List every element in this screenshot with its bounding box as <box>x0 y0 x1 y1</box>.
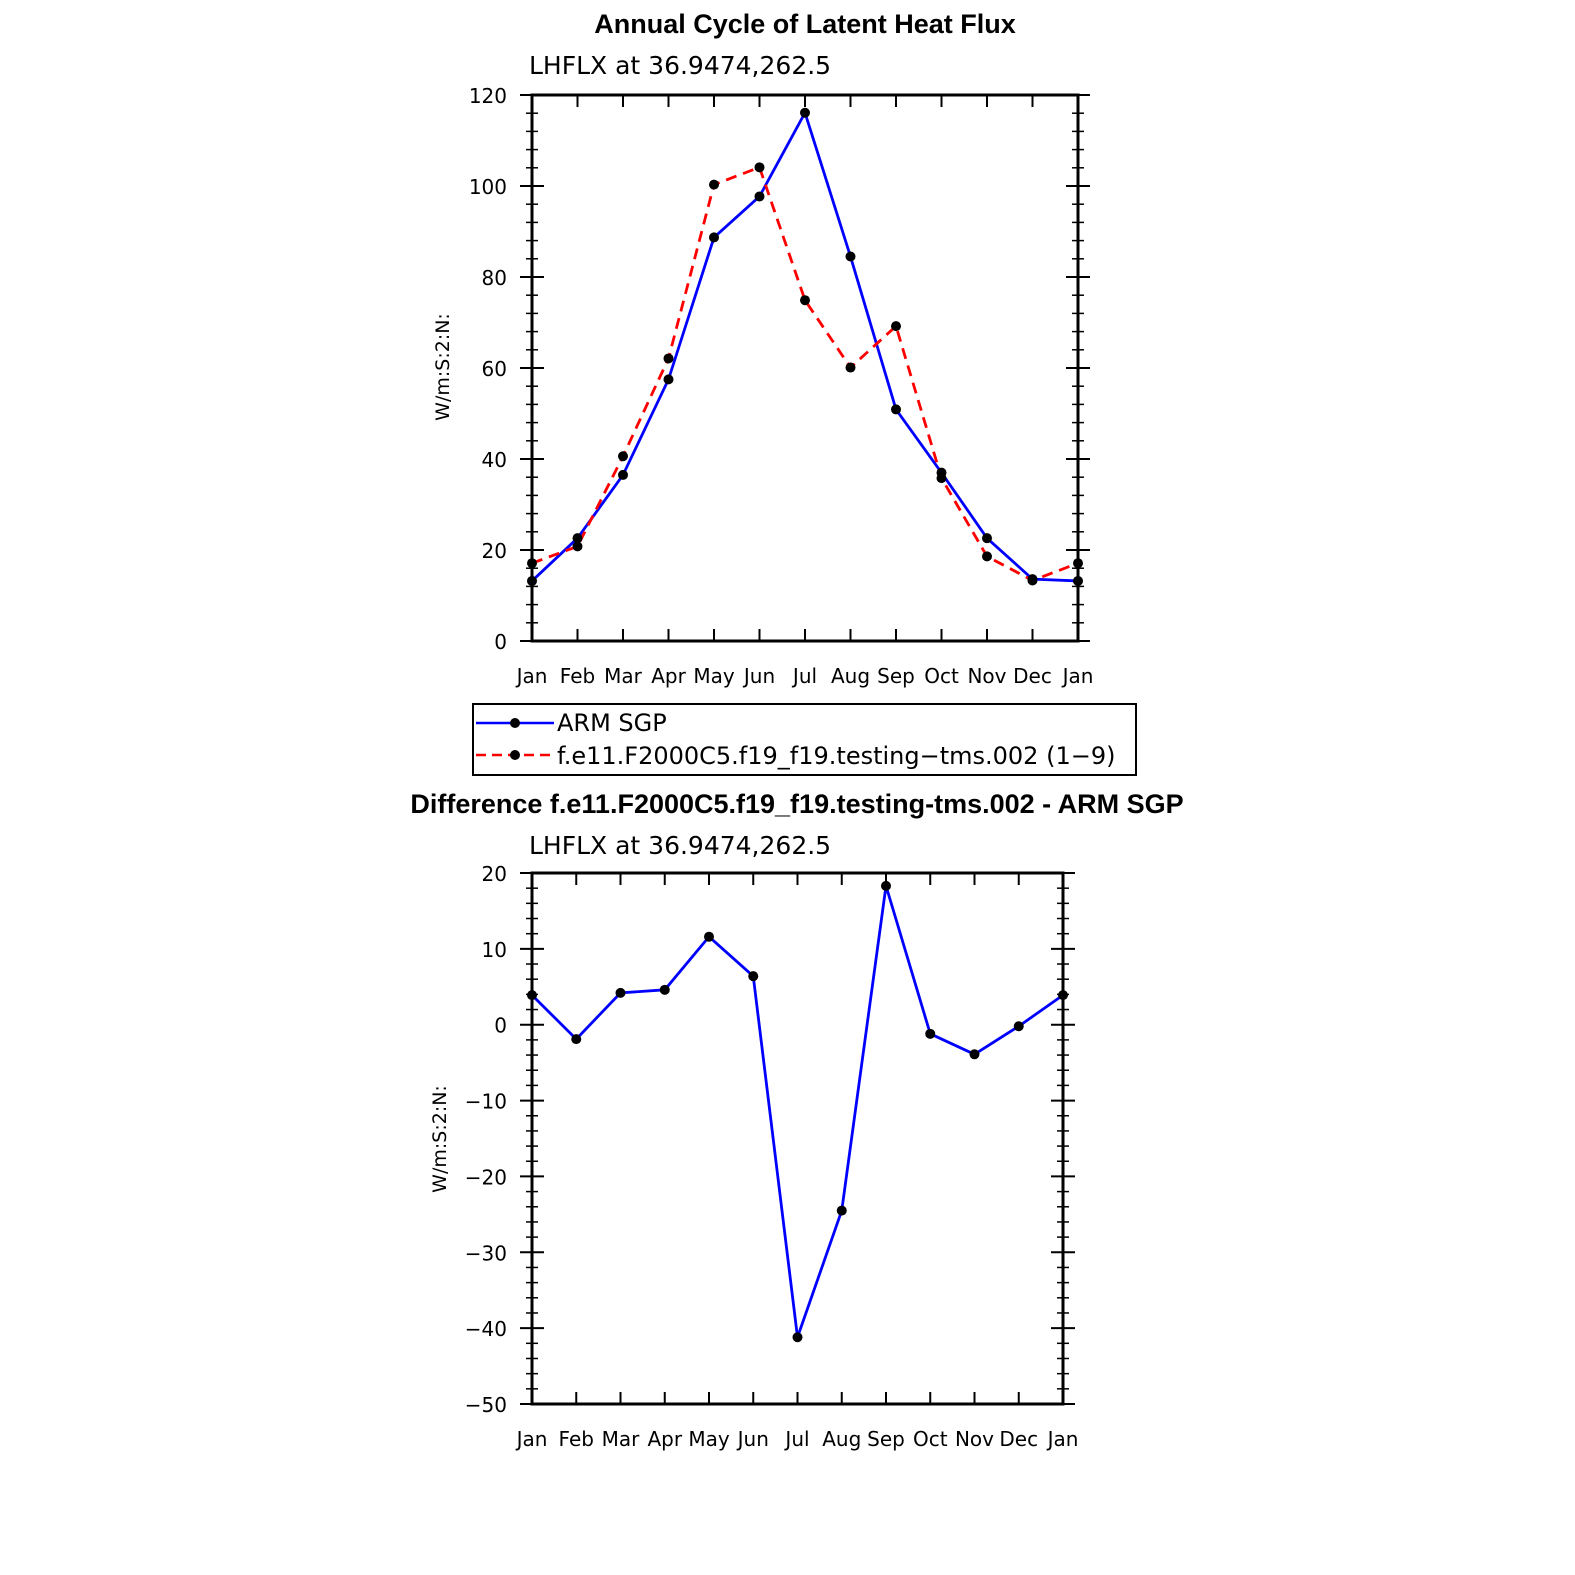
chart1-series-line-1 <box>531 165 1079 582</box>
chart1-x-tick-label: Oct <box>924 664 959 688</box>
chart2-y-tick-label: −50 <box>465 1393 507 1417</box>
chart1-series-1-point <box>982 551 992 562</box>
chart2-series-0-point <box>1013 1021 1024 1032</box>
chart1-series-1-point <box>618 451 628 462</box>
chart2-y-tick-label: −10 <box>465 1090 507 1114</box>
chart1-plot-frame <box>530 93 1080 643</box>
chart2-series-0-point <box>881 880 891 891</box>
chart1-series-1-point <box>845 362 856 373</box>
chart1-y-axis-label: W/m:S:2:N: <box>432 313 454 421</box>
chart2-x-tick-label: Mar <box>602 1427 641 1451</box>
chart1-y-tick-label: 60 <box>482 357 507 381</box>
chart1-x-tick-label: Feb <box>560 664 595 688</box>
chart1-tick-labels: Jan Feb Mar Apr May Jun Jul Aug Sep Oct Nov Dec Jan 0… <box>469 84 1094 688</box>
chart2-series-0-point <box>615 987 626 998</box>
chart2-plot-frame <box>530 871 1065 1406</box>
chart2-series-group <box>527 880 1068 1343</box>
chart1-x-tick-label: Dec <box>1013 664 1052 688</box>
chart1-subtitle: LHFLX at 36.9474,262.5 <box>529 51 831 80</box>
chart2-x-tick-label: Jun <box>736 1427 769 1451</box>
chart1-y-tick-label: 0 <box>494 630 507 654</box>
chart1-series-1-point <box>800 295 810 306</box>
chart1-x-tick-label: Jan <box>1061 664 1094 688</box>
chart2-series-0-point <box>836 1205 847 1216</box>
legend: ARM SGP f.e11.F2000C5.f19_f19.testing−tm… <box>472 703 1137 776</box>
chart1-series-0-point <box>982 533 992 544</box>
chart1-series-0-point <box>618 469 628 480</box>
chart2-series-0-point <box>748 971 759 982</box>
chart2-x-tick-label: Dec <box>999 1427 1038 1451</box>
chart2-series-0-point <box>571 1034 582 1045</box>
chart1-x-tick-label: Mar <box>604 664 643 688</box>
legend-marker-model <box>510 750 520 760</box>
chart1-x-tick-label: Jul <box>791 664 817 688</box>
chart2-y-tick-label: −30 <box>465 1241 507 1265</box>
chart1-x-tick-label: Apr <box>651 664 686 688</box>
chart2-y-tick-label: 0 <box>494 1014 507 1038</box>
legend-label-arm-sgp: ARM SGP <box>557 709 667 737</box>
chart2-series-0-point <box>969 1049 980 1060</box>
chart2-series-0-point <box>925 1028 936 1039</box>
chart1-series-0-point <box>800 107 810 118</box>
chart1-series-1-point <box>891 321 901 332</box>
chart2-series-0-point <box>792 1332 803 1343</box>
chart2-x-tick-label: Apr <box>647 1427 682 1451</box>
chart1-series-group <box>527 107 1083 586</box>
chart1-x-tick-label: May <box>693 664 735 688</box>
annual-cycle-chart: Annual Cycle of Latent Heat Flux LHFLX a… <box>432 9 1093 688</box>
chart2-title: Difference f.e11.F2000C5.f19_f19.testing… <box>410 789 1183 819</box>
chart1-x-tick-label: Aug <box>831 664 870 688</box>
chart2-y-tick-label: −40 <box>465 1317 507 1341</box>
chart2-y-axis-label: W/m:S:2:N: <box>429 1085 451 1193</box>
chart1-series-0-point <box>709 232 719 243</box>
chart1-x-tick-label: Sep <box>877 664 915 688</box>
chart1-series-0-point <box>845 251 856 262</box>
chart1-x-tick-label: Nov <box>967 664 1006 688</box>
chart1-series-1-point <box>709 179 719 190</box>
chart1-y-tick-label: 120 <box>469 84 507 108</box>
legend-marker-arm-sgp <box>510 718 520 728</box>
chart1-x-tick-label: Jan <box>515 664 548 688</box>
chart1-series-1-point <box>572 541 583 552</box>
chart2-y-tick-label: 20 <box>482 862 507 886</box>
chart2-x-tick-label: Jan <box>515 1427 548 1451</box>
chart1-ticks <box>520 94 1090 642</box>
chart1-title: Annual Cycle of Latent Heat Flux <box>594 9 1016 39</box>
chart2-x-tick-label: Sep <box>867 1427 905 1451</box>
chart2-x-tick-label: May <box>688 1427 730 1451</box>
chart1-series-0-point <box>663 374 674 385</box>
legend-label-model: f.e11.F2000C5.f19_f19.testing−tms.002 (1… <box>557 742 1115 770</box>
chart1-series-1-point <box>1027 575 1038 586</box>
chart1-series-1-point <box>936 473 947 484</box>
chart1-y-tick-label: 40 <box>482 448 507 472</box>
difference-chart: Difference f.e11.F2000C5.f19_f19.testing… <box>410 789 1183 1451</box>
legend-box <box>472 703 1137 776</box>
chart2-series-0-point <box>659 984 670 995</box>
chart2-x-tick-label: Nov <box>955 1427 994 1451</box>
chart1-series-1-point <box>754 162 765 173</box>
chart1-series-1-point <box>663 353 674 364</box>
chart2-x-tick-label: Jan <box>1046 1427 1079 1451</box>
chart1-y-tick-label: 80 <box>482 266 507 290</box>
chart2-x-tick-label: Aug <box>822 1427 861 1451</box>
chart2-x-tick-label: Feb <box>559 1427 594 1451</box>
chart2-x-tick-label: Oct <box>913 1427 948 1451</box>
chart2-y-tick-label: 10 <box>482 938 507 962</box>
chart1-series-0-point <box>754 191 765 202</box>
chart1-series-line-0 <box>531 111 1079 583</box>
chart1-series-0-point <box>572 533 583 544</box>
chart2-subtitle: LHFLX at 36.9474,262.5 <box>529 831 831 860</box>
chart2-series-0-point <box>704 931 714 942</box>
chart1-x-tick-label: Jun <box>742 664 775 688</box>
chart2-tick-labels: Jan Feb Mar Apr May Jun Jul Aug Sep Oct Nov Dec Jan−… <box>465 862 1079 1451</box>
chart1-y-tick-label: 100 <box>469 175 507 199</box>
chart1-y-tick-label: 20 <box>482 539 507 563</box>
chart2-series-line-0 <box>531 884 1064 1339</box>
chart2-y-tick-label: −20 <box>465 1165 507 1189</box>
chart1-series-0-point <box>891 404 901 415</box>
chart2-x-tick-label: Jul <box>783 1427 809 1451</box>
chart2-ticks <box>520 872 1075 1405</box>
